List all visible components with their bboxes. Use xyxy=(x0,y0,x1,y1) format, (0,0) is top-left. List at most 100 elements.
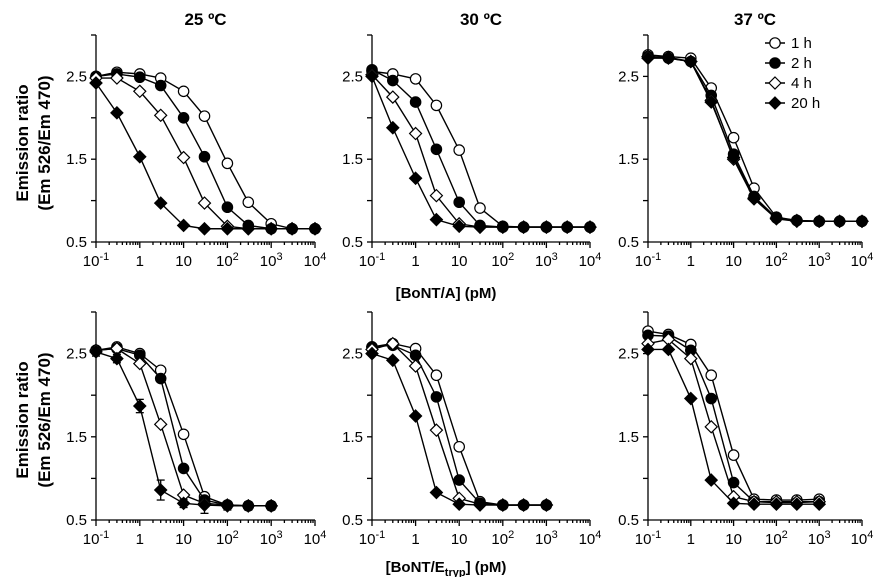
y-tick-label-1: 1.5 xyxy=(342,151,363,168)
data-point xyxy=(197,498,212,512)
ylabel-top-line2: (Em 526/Em 470) xyxy=(35,75,54,210)
y-tick-label-1: 1.5 xyxy=(618,151,639,168)
x-tick-label-0: 10-1 xyxy=(635,529,661,548)
legend-marker xyxy=(768,96,782,110)
x-tick-label-4: 103 xyxy=(260,251,283,270)
y-tick-label-2: 2.5 xyxy=(66,68,87,85)
data-point xyxy=(89,345,103,359)
x-tick-label-2: 10 xyxy=(451,531,468,548)
series-line xyxy=(95,347,272,507)
x-tick-label-5: 104 xyxy=(304,529,327,548)
series-2h xyxy=(90,68,321,235)
data-point xyxy=(365,69,379,84)
series-2h xyxy=(642,329,825,509)
x-tick-label-exponent: 3 xyxy=(824,251,830,263)
x-tick-label-exponent: -1 xyxy=(375,251,385,263)
data-point xyxy=(154,372,167,385)
series-20h xyxy=(641,51,869,229)
x-tick-label-base: 10 xyxy=(579,531,596,548)
x-tick-label-exponent: 4 xyxy=(320,251,326,263)
ylabel-top-line1: Emission ratio xyxy=(13,84,32,201)
data-point xyxy=(473,498,487,512)
y-tick-label-1: 1.5 xyxy=(66,429,87,446)
x-tick-label-exponent: 3 xyxy=(552,529,558,541)
x-tick-label-exponent: 3 xyxy=(824,529,830,541)
y-tick-label-1: 1.5 xyxy=(342,429,363,446)
data-point xyxy=(132,399,147,413)
x-tick-label-5: 104 xyxy=(851,529,874,548)
data-point xyxy=(429,212,444,227)
x-tick-label-base: 10 xyxy=(535,531,552,548)
y-tick-label-2: 2.5 xyxy=(66,346,87,363)
data-point xyxy=(789,497,804,512)
y-tick-label-0: 0.5 xyxy=(342,234,363,251)
xlabel-bottom-sub: tryp xyxy=(445,567,466,577)
data-point xyxy=(727,449,740,461)
data-point xyxy=(453,196,465,209)
data-point xyxy=(704,473,719,487)
x-tick-label-base: 10 xyxy=(83,253,100,270)
data-point xyxy=(197,196,212,210)
data-point xyxy=(385,90,400,104)
x-tick-label-3: 102 xyxy=(765,251,788,270)
data-point xyxy=(789,213,804,228)
series-20h xyxy=(89,345,279,514)
legend-label: 1 h xyxy=(791,35,812,52)
data-point xyxy=(177,428,190,441)
x-tick-label-base: 10 xyxy=(808,253,825,270)
data-point xyxy=(387,74,399,87)
x-tick-label-base: 10 xyxy=(304,531,321,548)
x-tick-label-exponent: 4 xyxy=(595,529,601,541)
x-tick-label-4: 103 xyxy=(535,251,558,270)
data-point xyxy=(429,485,444,500)
x-tick-label-base: 10 xyxy=(359,531,376,548)
x-tick-label-2: 10 xyxy=(451,253,468,270)
x-tick-label-exponent: 4 xyxy=(867,529,873,541)
data-point xyxy=(704,419,719,434)
x-tick-label-exponent: 3 xyxy=(552,251,558,263)
data-point xyxy=(452,497,467,512)
data-point xyxy=(241,499,256,513)
data-point xyxy=(132,84,147,99)
legend-item-2h: 2 h xyxy=(765,55,812,72)
x-tick-label-exponent: 2 xyxy=(233,251,239,263)
x-tick-label-base: 10 xyxy=(216,531,233,548)
xlabel-bottom-prefix: [BoNT/E xyxy=(386,559,445,576)
x-tick-label-exponent: 4 xyxy=(595,251,601,263)
series-1h xyxy=(366,65,596,233)
ylabel-bottom-line1: Emission ratio xyxy=(13,361,32,478)
data-point xyxy=(855,214,869,229)
y-tick-label-2: 2.5 xyxy=(618,68,639,85)
y-tick-label-0: 0.5 xyxy=(618,512,639,529)
x-tick-label-base: 10 xyxy=(359,253,376,270)
data-point xyxy=(385,336,400,351)
x-tick-label-exponent: 2 xyxy=(782,529,788,541)
x-tick-label-exponent: 4 xyxy=(867,251,873,263)
data-point xyxy=(264,221,279,236)
data-point xyxy=(661,51,676,66)
panel-title: 37 ºC xyxy=(734,10,776,29)
data-point xyxy=(285,221,299,236)
x-tick-label-2: 10 xyxy=(725,531,742,548)
legend: 1 h 2 h 4 h 20 h xyxy=(765,35,820,112)
data-point xyxy=(408,171,423,186)
data-point xyxy=(153,108,168,123)
series-line xyxy=(95,347,272,507)
data-point xyxy=(242,196,255,209)
data-point xyxy=(408,359,423,373)
data-point xyxy=(409,96,422,108)
x-tick-label-2: 10 xyxy=(175,531,192,548)
data-point xyxy=(769,211,784,225)
data-point xyxy=(197,221,212,236)
data-point xyxy=(641,342,655,357)
data-point xyxy=(153,417,168,432)
series-20h xyxy=(365,69,597,234)
data-point xyxy=(221,157,234,170)
data-point xyxy=(705,369,718,382)
series-1h xyxy=(90,341,277,512)
data-point xyxy=(408,409,423,423)
panel-title: 30 ºC xyxy=(460,10,502,29)
y-tick-label-0: 0.5 xyxy=(66,512,87,529)
data-point xyxy=(110,71,124,85)
